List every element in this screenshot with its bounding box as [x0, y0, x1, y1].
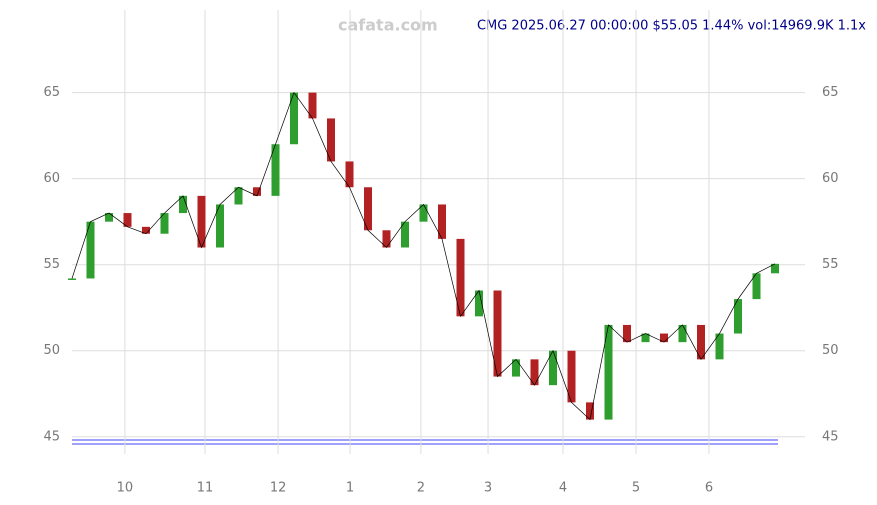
candle: [290, 92, 298, 145]
candle: [512, 359, 520, 377]
y-tick-label: 55: [43, 257, 60, 272]
candle: [660, 333, 668, 343]
candle: [142, 226, 150, 234]
candle: [715, 333, 724, 360]
candle: [123, 213, 132, 227]
candle: [567, 350, 576, 403]
candle: [401, 221, 409, 248]
candle: [197, 195, 206, 248]
chart-title: CMG 2025.06.27 00:00:00 $55.05 1.44% vol…: [477, 19, 866, 34]
candle: [697, 324, 705, 360]
candle: [438, 204, 446, 239]
candle: [345, 161, 354, 188]
x-tick-label: 1: [346, 481, 354, 496]
x-tick-label: 12: [270, 481, 287, 496]
candle: [327, 118, 335, 162]
candle: [364, 187, 372, 231]
candle: [771, 263, 779, 274]
x-tick-label: 11: [197, 481, 214, 496]
candle: [493, 290, 502, 377]
candle: [419, 204, 428, 222]
candle: [752, 273, 761, 300]
y-tick-label: 45: [822, 429, 839, 444]
y-tick-label: 65: [43, 85, 60, 100]
y-tick-label: 65: [822, 85, 839, 100]
candle: [308, 92, 317, 119]
x-tick-label: 10: [117, 481, 134, 496]
candle: [549, 350, 557, 386]
candle: [216, 204, 224, 248]
x-tick-label: 5: [632, 481, 640, 496]
candle: [456, 238, 465, 317]
candle: [253, 187, 261, 196]
y-tick-label: 60: [822, 171, 839, 186]
x-tick-label: 6: [705, 481, 713, 496]
candle: [678, 324, 687, 343]
candle: [234, 187, 243, 205]
candle: [475, 290, 483, 317]
candle: [734, 299, 742, 334]
y-tick-label: 55: [822, 257, 839, 272]
candle: [623, 324, 631, 343]
candle: [68, 278, 76, 280]
close-line: [71, 91, 776, 421]
candle: [604, 324, 613, 420]
x-tick-label: 4: [559, 481, 567, 496]
candle: [530, 359, 539, 386]
candle: [86, 221, 95, 279]
candle: [641, 333, 650, 343]
candle: [179, 195, 187, 214]
y-tick-label: 50: [43, 343, 60, 358]
candle: [160, 213, 169, 234]
y-tick-label: 50: [822, 343, 839, 358]
y-tick-label: 45: [43, 429, 60, 444]
x-tick-label: 2: [417, 481, 425, 496]
x-tick-label: 3: [484, 481, 492, 496]
y-tick-label: 60: [43, 171, 60, 186]
watermark: cafata.com: [338, 16, 438, 35]
candle: [382, 230, 391, 248]
candle: [105, 213, 113, 222]
candle: [271, 144, 280, 196]
candle: [586, 402, 594, 420]
